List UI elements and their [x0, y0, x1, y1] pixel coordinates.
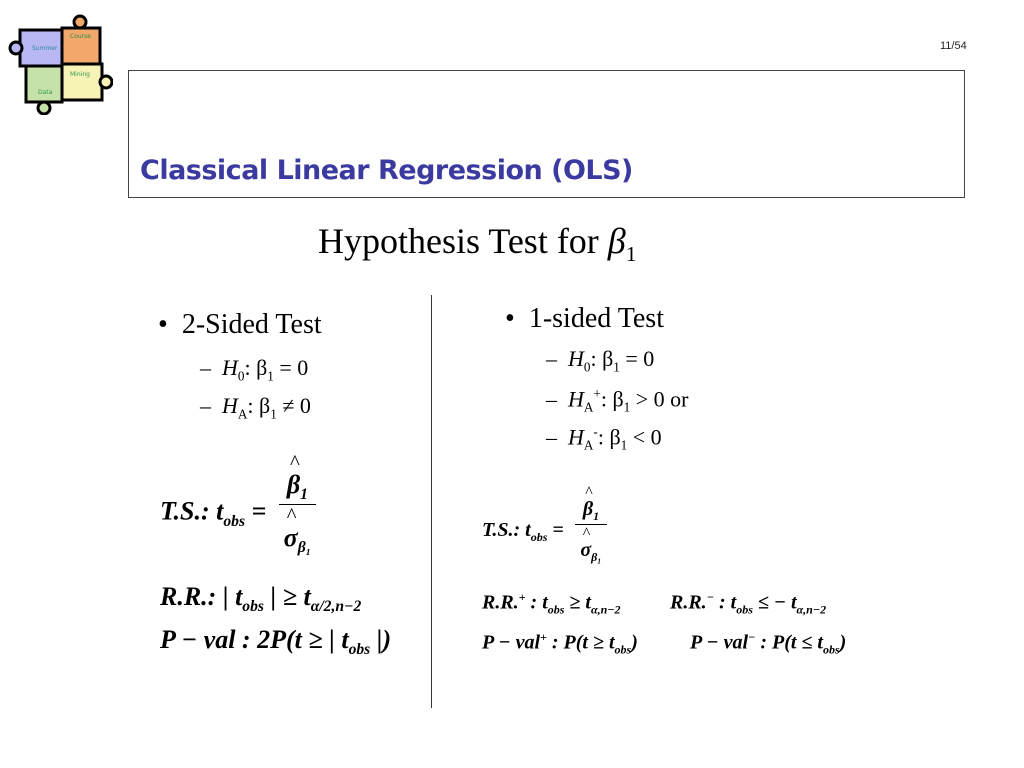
- left-h0: – H0: β1 = 0: [200, 355, 309, 384]
- right-ha-plus: – HA+: β1 > 0 or: [546, 386, 689, 415]
- left-test-statistic: T.S.: tobs = β1σβ₁: [160, 451, 316, 557]
- right-ha-minus: – HA-: β1 < 0: [546, 424, 662, 453]
- slide-title: Classical Linear Regression (OLS): [140, 155, 633, 186]
- left-p-value: P − val : 2P(t ≥ | tobs |): [160, 625, 392, 659]
- svg-text:Mining: Mining: [70, 71, 90, 78]
- page-number: 11/54: [940, 40, 967, 52]
- svg-text:Summer: Summer: [32, 45, 58, 52]
- bullet-one-sided: • 1-sided Test: [505, 303, 664, 334]
- bullet-two-sided: • 2-Sided Test: [158, 309, 322, 340]
- right-p-value-minus: P − val− : P(t ≤ tobs): [690, 630, 847, 657]
- right-rejection-region-plus: R.R.+ : tobs ≥ tα,n−2: [482, 590, 621, 617]
- right-h0: – H0: β1 = 0: [546, 346, 655, 375]
- puzzle-logo: Summer Course Mining Data: [8, 14, 113, 115]
- header-box: [128, 70, 965, 198]
- svg-text:Course: Course: [70, 33, 91, 40]
- left-ha: – HA: β1 ≠ 0: [200, 393, 311, 422]
- column-divider: [431, 295, 432, 708]
- right-p-value-plus: P − val+ : P(t ≥ tobs): [482, 630, 638, 657]
- right-test-statistic: T.S.: tobs = β1σβ₁: [482, 484, 608, 565]
- main-title: Hypothesis Test for β1: [318, 221, 637, 267]
- svg-text:Data: Data: [38, 89, 53, 96]
- right-rejection-region-minus: R.R.− : tobs ≤ − tα,n−2: [670, 590, 827, 617]
- left-rejection-region: R.R.: | tobs | ≥ tα/2,n−2: [160, 582, 362, 616]
